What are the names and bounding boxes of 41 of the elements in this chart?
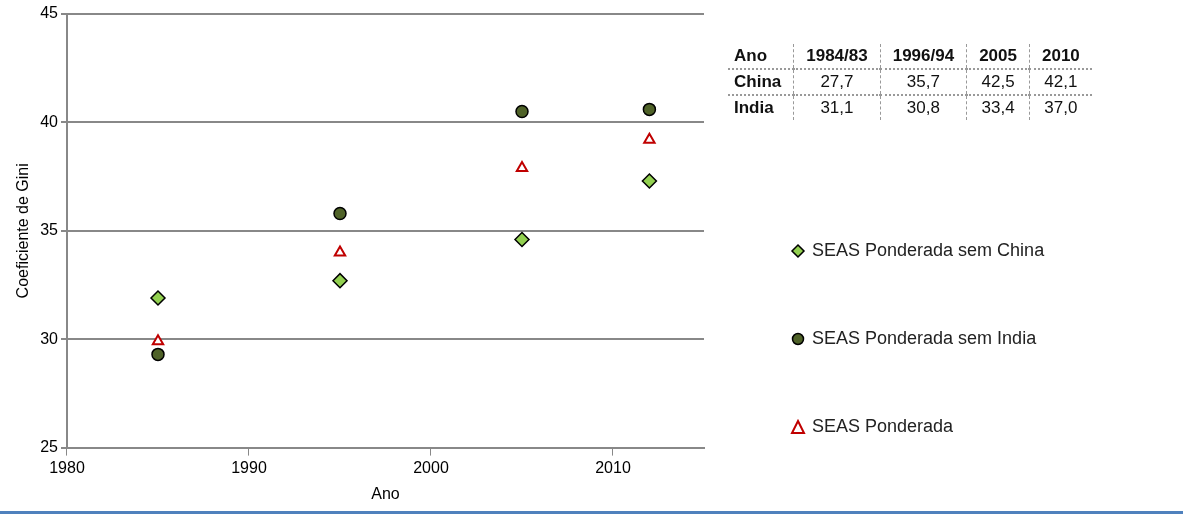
text: 30,8 — [906, 98, 940, 117]
point — [643, 132, 656, 144]
text: 35,7 — [906, 72, 940, 91]
point — [333, 245, 347, 257]
y-tick-label: 25 — [40, 438, 59, 456]
text: 42,1 — [1044, 72, 1078, 91]
legend-label: SEAS Ponderada sem China — [812, 240, 1045, 261]
point — [333, 206, 347, 221]
x-tick-label: 2000 — [413, 458, 449, 476]
point — [150, 290, 166, 306]
category-label: 1996/94 — [880, 44, 967, 69]
y-axis-title: Coeficiente de Gini — [14, 163, 32, 299]
point — [515, 160, 529, 172]
point — [151, 334, 165, 346]
text: 33,4 — [981, 98, 1015, 117]
text: 42,5 — [981, 72, 1015, 91]
category-label: 1984/83 — [793, 44, 881, 69]
y-tick-label: 40 — [40, 112, 59, 130]
point — [514, 231, 530, 248]
x-tick-label: 2010 — [595, 458, 631, 476]
text: 27,7 — [820, 72, 854, 91]
x-axis-title: Ano — [371, 484, 400, 502]
x-tick-label: 1990 — [231, 458, 267, 476]
y-tick-label: 30 — [40, 329, 59, 347]
point — [642, 102, 657, 117]
point — [515, 104, 529, 119]
x-tick-label: 1980 — [49, 458, 85, 476]
category-label: 2005 — [966, 44, 1030, 69]
text: 37,0 — [1044, 98, 1078, 117]
point — [151, 347, 165, 362]
category-label: 2010 — [1029, 44, 1092, 69]
legend-label: SEAS Ponderada sem India — [812, 328, 1037, 349]
category-label: India — [734, 98, 774, 117]
category-label: China — [734, 72, 782, 91]
text: 31,1 — [820, 98, 854, 117]
y-tick-label: 45 — [40, 4, 59, 22]
y-tick-label: 35 — [40, 221, 59, 239]
point — [641, 173, 658, 189]
text: Ano — [733, 45, 769, 67]
point — [332, 272, 348, 289]
legend-label: SEAS Ponderada — [812, 416, 954, 437]
